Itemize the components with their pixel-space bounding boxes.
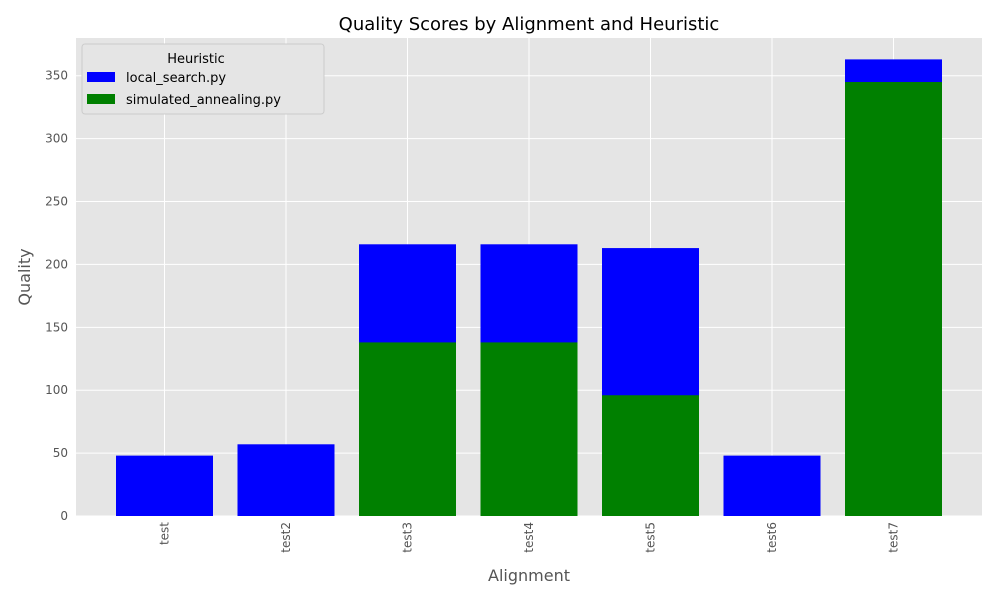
x-tick-label: test2	[279, 522, 293, 553]
legend-label-simulated-annealing: simulated_annealing.py	[126, 93, 281, 108]
legend-label-local-search: local_search.py	[126, 71, 226, 86]
y-tick-label: 300	[45, 132, 68, 146]
legend-swatch-simulated-annealing	[87, 94, 115, 104]
y-tick-label: 250	[45, 195, 68, 209]
x-tick-label: test5	[644, 522, 658, 553]
x-axis-label: Alignment	[488, 566, 570, 585]
y-tick-label: 150	[45, 320, 68, 334]
bar-local-search-test6	[723, 455, 821, 516]
x-tick-labels: test test2 test3 test4 test5 test6 test7	[158, 522, 901, 553]
legend-frame	[81, 43, 325, 115]
y-tick-label: 100	[45, 383, 68, 397]
y-tick-label: 0	[60, 509, 68, 523]
bars	[116, 59, 942, 517]
bar-simulated-annealing-test3	[359, 342, 456, 516]
y-tick-label: 200	[45, 257, 68, 271]
x-tick-label: test7	[887, 522, 901, 553]
x-tick-label: test	[158, 522, 172, 545]
x-tick-label: test6	[765, 522, 779, 553]
y-tick-labels: 0 50 100 150 200 250 300 350	[45, 69, 68, 523]
x-tick-label: test4	[522, 522, 536, 553]
bar-simulated-annealing-test7	[845, 82, 942, 517]
bar-simulated-annealing-test5	[602, 395, 699, 516]
chart-title: Quality Scores by Alignment and Heuristi…	[339, 14, 720, 35]
legend-title: Heuristic	[167, 52, 225, 67]
legend-swatch-local-search	[87, 72, 115, 82]
y-axis-label: Quality	[15, 248, 34, 305]
bar-local-search-test	[116, 455, 213, 516]
legend: Heuristic local_search.py simulated_anne…	[81, 43, 325, 115]
bar-simulated-annealing-test4	[480, 342, 578, 516]
y-tick-label: 350	[45, 69, 68, 83]
bar-local-search-test2	[237, 444, 335, 516]
x-tick-label: test3	[401, 522, 415, 553]
y-tick-label: 50	[53, 446, 68, 460]
